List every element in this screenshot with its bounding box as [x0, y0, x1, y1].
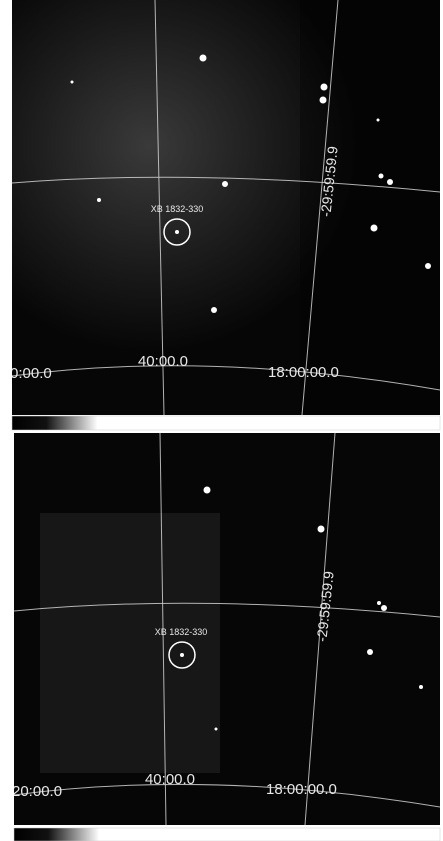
- ra-label: 40:00.0: [138, 353, 188, 370]
- source-label: XB 1832-330: [155, 627, 208, 637]
- source-circle: [163, 218, 191, 246]
- source-label: XB 1832-330: [151, 204, 204, 214]
- panel-top: XB 1832-330 -29:59:59.9 0:00.0 40:00.0 1…: [10, 0, 441, 431]
- panel-bottom: XB 1832-330 -29:59:59.9 20:00.0 40:00.0 …: [12, 433, 441, 841]
- stars: [70, 54, 431, 313]
- sky-image: [12, 0, 440, 415]
- grid-line: [304, 433, 336, 825]
- grid-line: [301, 0, 339, 415]
- grid-line: [154, 0, 165, 415]
- source-circle: [168, 641, 196, 669]
- ra-label: 0:00.0: [10, 365, 52, 382]
- colorbar: [13, 827, 441, 841]
- ra-label: 18:00:00.0: [268, 364, 339, 381]
- grid-line: [12, 176, 440, 193]
- stars: [180, 486, 423, 731]
- grid-line: [12, 365, 440, 391]
- dec-label: -29:59:59.9: [317, 145, 340, 217]
- grid-line: [14, 783, 440, 808]
- dec-label: -29:59:59.9: [313, 570, 336, 642]
- ra-label: 40:00.0: [145, 771, 195, 788]
- grid-line: [159, 433, 167, 825]
- grid-line: [14, 602, 440, 618]
- ra-label: 18:00:00.0: [266, 781, 337, 798]
- ra-label: 20:00.0: [12, 783, 62, 800]
- colorbar: [11, 415, 441, 431]
